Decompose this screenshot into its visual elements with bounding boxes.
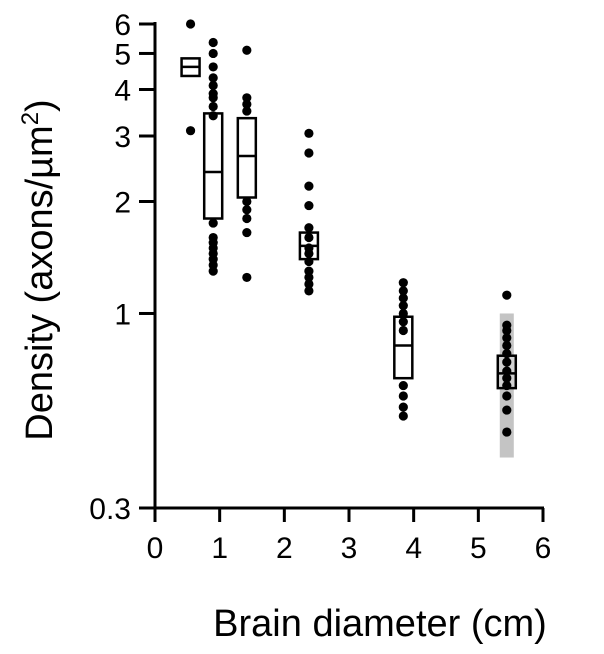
y-axis-title-superscript: 2 bbox=[17, 112, 44, 125]
data-point bbox=[398, 325, 408, 336]
data-point bbox=[208, 93, 218, 103]
x-tick-label: 0 bbox=[147, 532, 164, 565]
y-axis-title-main: Density (axons/µm bbox=[19, 125, 61, 440]
data-point bbox=[502, 325, 512, 336]
data-point bbox=[208, 80, 218, 91]
data-point bbox=[242, 45, 252, 55]
data-point bbox=[398, 402, 408, 412]
data-point bbox=[242, 196, 252, 207]
data-point bbox=[398, 317, 408, 327]
data-point bbox=[502, 380, 512, 391]
data-point bbox=[242, 99, 252, 109]
data-point bbox=[502, 340, 512, 351]
data-point bbox=[502, 333, 512, 343]
data-point bbox=[502, 427, 512, 437]
x-axis-title: Brain diameter (cm) bbox=[213, 603, 547, 645]
data-point bbox=[208, 266, 218, 276]
data-point bbox=[208, 48, 218, 59]
data-point bbox=[208, 218, 218, 228]
data-point bbox=[398, 300, 408, 311]
data-point bbox=[185, 19, 196, 29]
data-point bbox=[242, 213, 252, 224]
data-point bbox=[398, 278, 408, 288]
data-point bbox=[398, 411, 408, 421]
box-layer bbox=[180, 57, 518, 390]
data-point bbox=[502, 366, 512, 376]
data-point bbox=[502, 349, 512, 359]
data-point bbox=[304, 279, 314, 289]
x-tick-label: 5 bbox=[470, 532, 487, 565]
x-tick-label: 1 bbox=[211, 532, 228, 565]
data-point bbox=[242, 272, 252, 283]
data-point bbox=[398, 286, 408, 296]
data-point bbox=[208, 37, 218, 48]
data-point bbox=[398, 391, 408, 401]
y-tick-label: 1 bbox=[114, 298, 131, 331]
y-tick-label: 5 bbox=[114, 38, 131, 71]
data-point bbox=[304, 256, 314, 267]
data-point bbox=[242, 205, 252, 215]
data-point bbox=[242, 227, 252, 238]
box bbox=[236, 116, 258, 199]
y-axis-title-close: ) bbox=[19, 99, 61, 112]
x-tick-label: 6 bbox=[535, 532, 552, 565]
points-layer bbox=[185, 19, 512, 437]
y-tick-label: 3 bbox=[114, 121, 131, 154]
data-point bbox=[304, 248, 314, 259]
y-axis-title: Density (axons/µm2) bbox=[17, 99, 61, 440]
data-point bbox=[208, 101, 218, 112]
data-point bbox=[304, 266, 314, 276]
data-point bbox=[208, 111, 218, 121]
data-point bbox=[502, 290, 512, 300]
data-point bbox=[304, 223, 314, 233]
data-point bbox=[208, 62, 218, 72]
data-point bbox=[502, 405, 512, 415]
data-point bbox=[304, 232, 314, 243]
data-point bbox=[304, 272, 314, 283]
data-point bbox=[502, 357, 512, 367]
x-tick-label: 2 bbox=[276, 532, 293, 565]
data-point bbox=[242, 106, 252, 116]
data-point bbox=[304, 200, 314, 211]
y-tick-label: 4 bbox=[114, 75, 131, 108]
data-point bbox=[398, 308, 408, 319]
x-tick-label: 4 bbox=[405, 532, 422, 565]
y-tick-label: 2 bbox=[114, 186, 131, 219]
data-point bbox=[304, 148, 314, 158]
data-point bbox=[304, 181, 314, 191]
box bbox=[202, 112, 224, 220]
data-point bbox=[502, 391, 512, 401]
y-tick-label: 6 bbox=[114, 9, 131, 42]
data-point bbox=[208, 73, 218, 83]
x-tick-label: 3 bbox=[341, 532, 358, 565]
data-point bbox=[502, 373, 512, 383]
y-tick-label: 0.3 bbox=[89, 493, 131, 526]
data-point bbox=[185, 126, 196, 136]
data-point bbox=[398, 380, 408, 391]
data-point bbox=[304, 286, 314, 296]
data-point bbox=[398, 293, 408, 303]
data-point bbox=[242, 93, 252, 103]
data-point bbox=[304, 128, 314, 138]
